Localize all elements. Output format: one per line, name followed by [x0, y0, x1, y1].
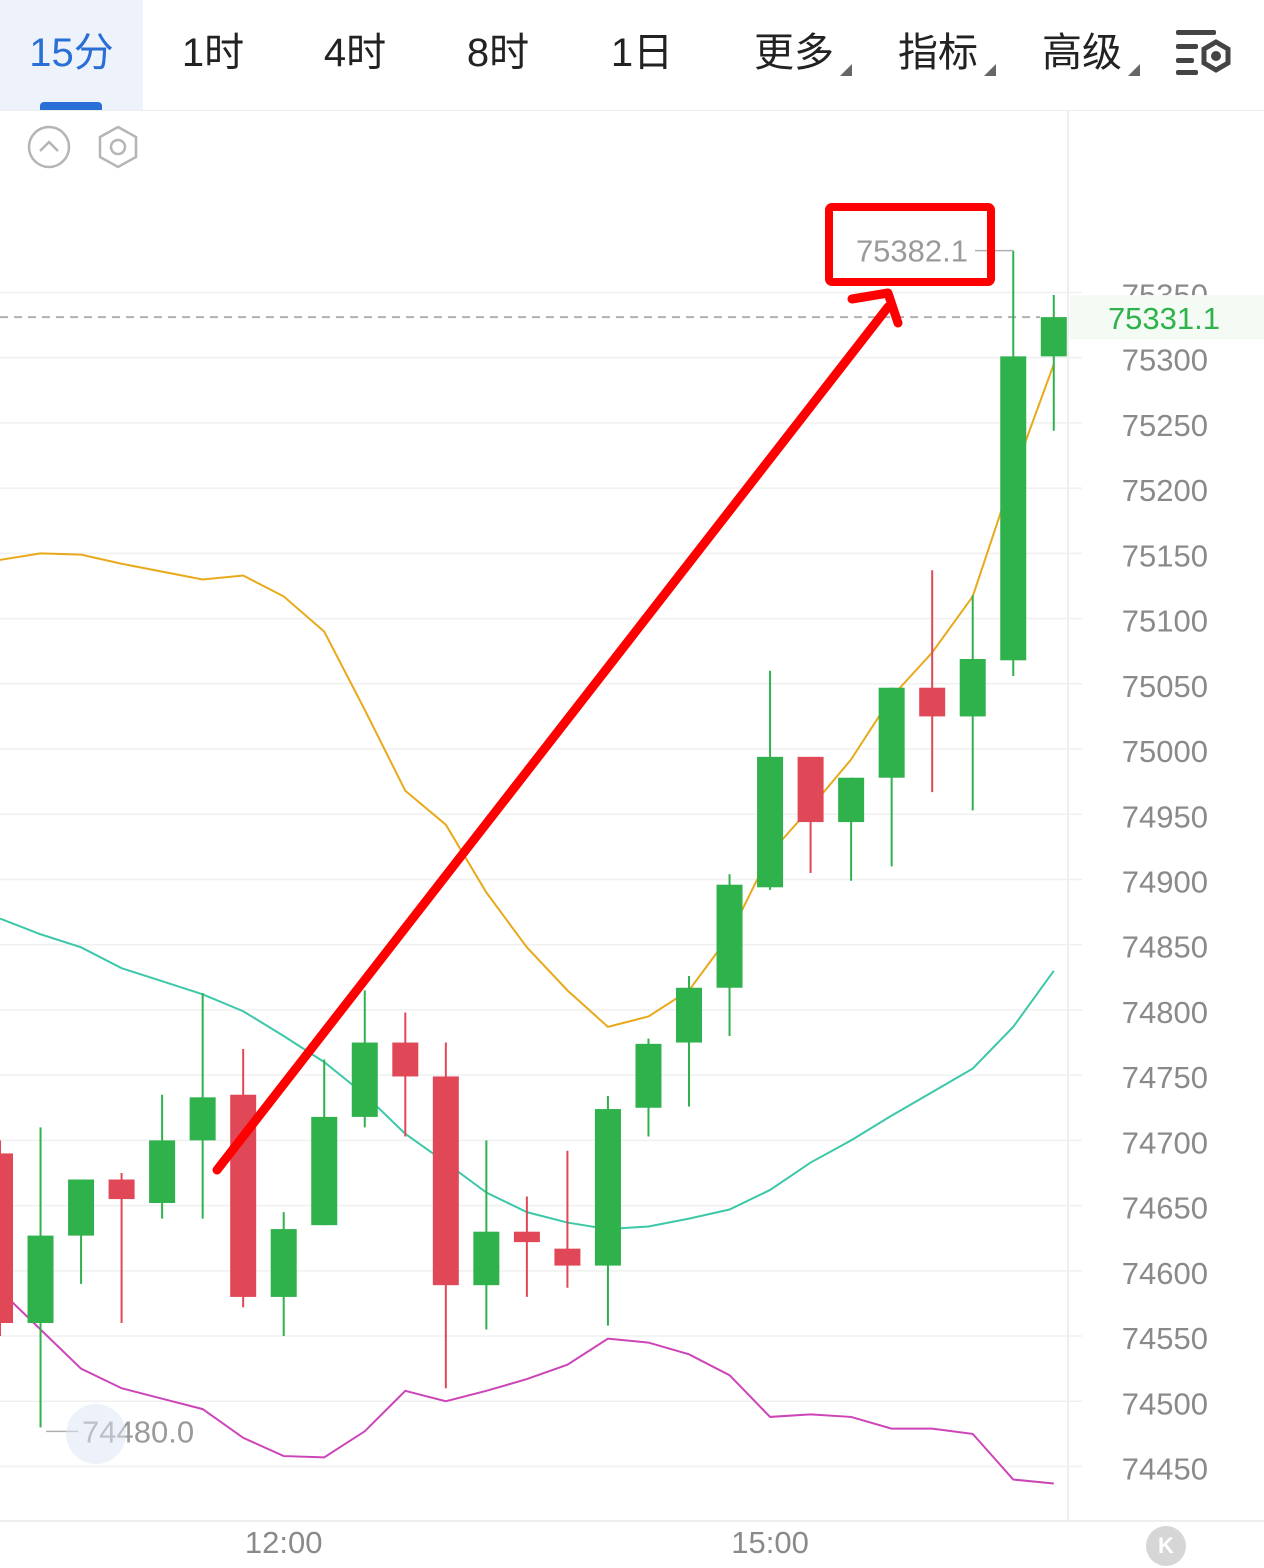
tab-1h[interactable]: 1时: [158, 0, 268, 110]
tab-15m-label: 15分: [29, 31, 114, 75]
tab-1d-label: 1日: [610, 31, 674, 75]
indicator-settings-button[interactable]: [95, 124, 141, 170]
candle-up: [594, 1109, 621, 1266]
collapse-button[interactable]: [26, 124, 72, 170]
candle-up: [1000, 356, 1027, 661]
tab-8h-label: 8时: [466, 31, 530, 75]
candle-up: [68, 1179, 95, 1236]
y-tick-label: 75200: [1122, 473, 1208, 508]
candle-up: [311, 1116, 338, 1226]
candle-up: [635, 1043, 662, 1108]
more-label: 更多: [754, 31, 834, 75]
zoom-corner-icon: [66, 1404, 126, 1464]
candle-up: [189, 1097, 216, 1141]
y-tick-label: 75250: [1122, 408, 1208, 443]
candlestick-chart[interactable]: 74450 74500 74550 74600 74650 74700 74750 74800…: [0, 111, 1264, 1568]
y-tick-label: 75100: [1122, 604, 1208, 639]
high-price-label: 75382.1: [856, 234, 968, 269]
candle-up: [27, 1235, 54, 1324]
candle-down: [392, 1042, 419, 1077]
tab-8h[interactable]: 8时: [443, 0, 553, 110]
y-tick-label: 75050: [1122, 669, 1208, 704]
chart-canvas: 74450 74500 74550 74600 74650 74700 74750 74800…: [0, 111, 1264, 1560]
candle-down: [432, 1076, 459, 1286]
advanced-label: 高级: [1042, 31, 1122, 75]
y-tick-label: 74750: [1122, 1060, 1208, 1095]
tab-4h[interactable]: 4时: [300, 0, 410, 110]
current-price-badge: [1070, 295, 1264, 340]
candle-up: [270, 1229, 297, 1297]
tab-4h-label: 4时: [323, 31, 387, 75]
candle-up: [757, 756, 784, 888]
tab-1d[interactable]: 1日: [587, 0, 697, 110]
tab-1h-label: 1时: [181, 31, 245, 75]
annotation-arrow-head: [847, 288, 903, 328]
candle-up: [473, 1231, 500, 1286]
chart-settings-button[interactable]: [1172, 26, 1236, 82]
tab-15m[interactable]: 15分: [0, 0, 143, 110]
candle-down: [554, 1248, 581, 1266]
candle-down: [0, 1153, 13, 1324]
candle-up: [149, 1140, 176, 1203]
annotation-box: [825, 203, 995, 286]
chart-settings-icon: [1176, 30, 1231, 75]
indicator-dropdown[interactable]: 指标: [882, 0, 996, 110]
candle-down: [919, 687, 946, 717]
y-tick-label: 74700: [1122, 1125, 1208, 1160]
dropdown-caret-icon: [840, 64, 852, 76]
k-reset-icon[interactable]: K: [1146, 1526, 1186, 1566]
ma-yellow-line: [0, 363, 1055, 1028]
hexagon-settings-icon: [98, 125, 138, 169]
advanced-dropdown[interactable]: 高级: [1026, 0, 1140, 110]
x-tick-label: 12:00: [245, 1525, 323, 1560]
boll-lower-line: [0, 1289, 1054, 1485]
candle-down: [797, 756, 824, 823]
y-tick-label: 74800: [1122, 995, 1208, 1030]
y-tick-label: 74550: [1122, 1321, 1208, 1356]
active-tab-indicator: [40, 102, 102, 110]
y-tick-label: 74850: [1122, 930, 1208, 965]
chevron-up-circle-icon: [27, 125, 71, 169]
candle-up: [878, 687, 905, 778]
y-tick-label: 74450: [1122, 1452, 1208, 1487]
current-price-label: 75331.1: [1108, 301, 1220, 336]
y-tick-label: 74500: [1122, 1386, 1208, 1421]
indicator-label: 指标: [898, 31, 978, 75]
y-tick-label: 75300: [1122, 343, 1208, 378]
y-tick-label: 75150: [1122, 538, 1208, 573]
y-tick-label: 74900: [1122, 864, 1208, 899]
candle-up: [959, 659, 986, 717]
candle-up: [676, 987, 703, 1043]
y-tick-label: 74650: [1122, 1191, 1208, 1226]
timeframe-toolbar: 15分 1时 4时 8时 1日 更多 指标 高级: [0, 0, 1264, 111]
annotation-arrow-shaft: [212, 302, 893, 1175]
candle-up: [716, 884, 743, 988]
candle-down: [513, 1231, 540, 1243]
dropdown-caret-icon: [984, 64, 996, 76]
candle-down: [108, 1179, 135, 1200]
candle-up: [838, 777, 865, 823]
y-tick-label: 74600: [1122, 1256, 1208, 1291]
more-dropdown[interactable]: 更多: [738, 0, 852, 110]
candle-up: [351, 1042, 378, 1117]
dropdown-caret-icon: [1128, 64, 1140, 76]
candle-up: [1040, 317, 1067, 357]
x-tick-label: 15:00: [731, 1525, 809, 1560]
y-tick-label: 74950: [1122, 799, 1208, 834]
y-tick-label: 75000: [1122, 734, 1208, 769]
